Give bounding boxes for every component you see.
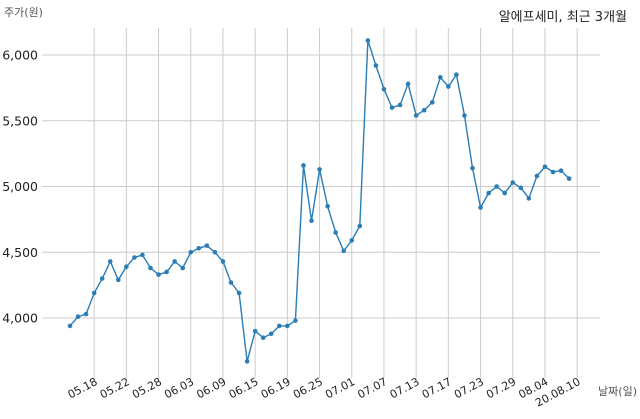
data-point (462, 113, 467, 118)
data-point (438, 75, 443, 80)
data-point (325, 203, 330, 209)
data-point (301, 163, 306, 168)
data-point (550, 169, 556, 175)
x-tick-label: 05.18 (66, 375, 100, 401)
data-point (140, 252, 145, 258)
data-point (83, 311, 89, 317)
x-tick-label: 06.19 (259, 375, 293, 401)
data-point (397, 102, 403, 108)
data-point (470, 165, 475, 171)
x-axis: 05.1805.2205.2806.0306.0906.1506.1906.25… (66, 375, 583, 409)
data-point (478, 205, 483, 210)
data-point (518, 185, 524, 191)
data-point (107, 259, 113, 264)
x-tick-label: 07.13 (388, 375, 422, 401)
data-point (164, 269, 169, 275)
x-tick-label: 06.25 (291, 375, 325, 401)
data-point (172, 259, 177, 264)
data-point (212, 249, 218, 255)
data-point (91, 290, 97, 296)
data-point (220, 259, 226, 264)
data-point (446, 84, 451, 89)
data-point (526, 196, 532, 201)
data-point (534, 173, 540, 179)
x-tick-label: 05.22 (98, 375, 132, 401)
data-point (277, 323, 282, 329)
data-point (188, 249, 194, 255)
x-tick-label: 07.29 (484, 375, 518, 401)
data-point (196, 246, 202, 251)
data-point (180, 265, 185, 271)
data-point (285, 323, 290, 329)
data-point (309, 218, 314, 223)
x-tick-label: 06.09 (194, 375, 228, 401)
data-point (486, 190, 491, 196)
x-axis-label: 날짜(일) (598, 384, 637, 398)
data-point (542, 164, 548, 170)
data-point (558, 168, 564, 174)
data-point (293, 318, 298, 323)
y-axis-label: 주가(원) (4, 6, 43, 19)
data-point (156, 272, 161, 277)
x-tick-label: 07.01 (323, 375, 357, 401)
plot-area (67, 38, 572, 364)
data-point (236, 290, 242, 296)
data-point (413, 113, 419, 118)
chart-title: 알에프세미, 최근 3개월 (499, 10, 627, 25)
x-tick-label: 06.15 (227, 375, 261, 401)
data-point (244, 359, 250, 364)
data-point (341, 248, 347, 254)
data-point (67, 323, 73, 329)
x-tick-label: 05.28 (130, 375, 164, 401)
data-point (357, 223, 363, 229)
data-point (494, 184, 499, 189)
data-point (268, 331, 274, 337)
data-point (405, 81, 411, 87)
data-point (389, 105, 395, 110)
y-tick-label: 4,000 (2, 311, 38, 326)
data-point (454, 72, 459, 78)
y-tick-label: 5,000 (2, 179, 38, 194)
x-tick-label: 07.07 (355, 375, 389, 401)
x-tick-label: 07.17 (420, 375, 454, 401)
data-point (349, 238, 355, 243)
data-point (510, 180, 516, 185)
data-point (75, 314, 81, 319)
data-point (228, 280, 234, 285)
data-point (317, 167, 322, 172)
data-point (99, 276, 105, 281)
data-point (429, 100, 435, 105)
data-point (373, 63, 379, 68)
data-point (566, 176, 572, 181)
y-tick-label: 4,500 (2, 245, 38, 260)
data-point (502, 190, 508, 196)
data-point (365, 38, 371, 43)
data-point (381, 86, 387, 92)
data-point (421, 107, 427, 113)
data-point (124, 264, 129, 270)
data-point (252, 328, 258, 334)
y-tick-label: 6,000 (2, 48, 38, 63)
x-tick-label: 07.23 (452, 375, 486, 401)
gridlines (42, 28, 600, 378)
x-tick-label: 06.03 (162, 375, 196, 401)
data-point (260, 335, 266, 341)
data-point (116, 277, 121, 283)
y-axis: 4,000 4,500 5,000 5,500 6,000 (2, 48, 38, 326)
data-point (333, 230, 338, 235)
y-tick-label: 5,500 (2, 113, 38, 128)
data-point (132, 255, 137, 260)
data-point (204, 243, 210, 248)
data-point (148, 265, 153, 271)
